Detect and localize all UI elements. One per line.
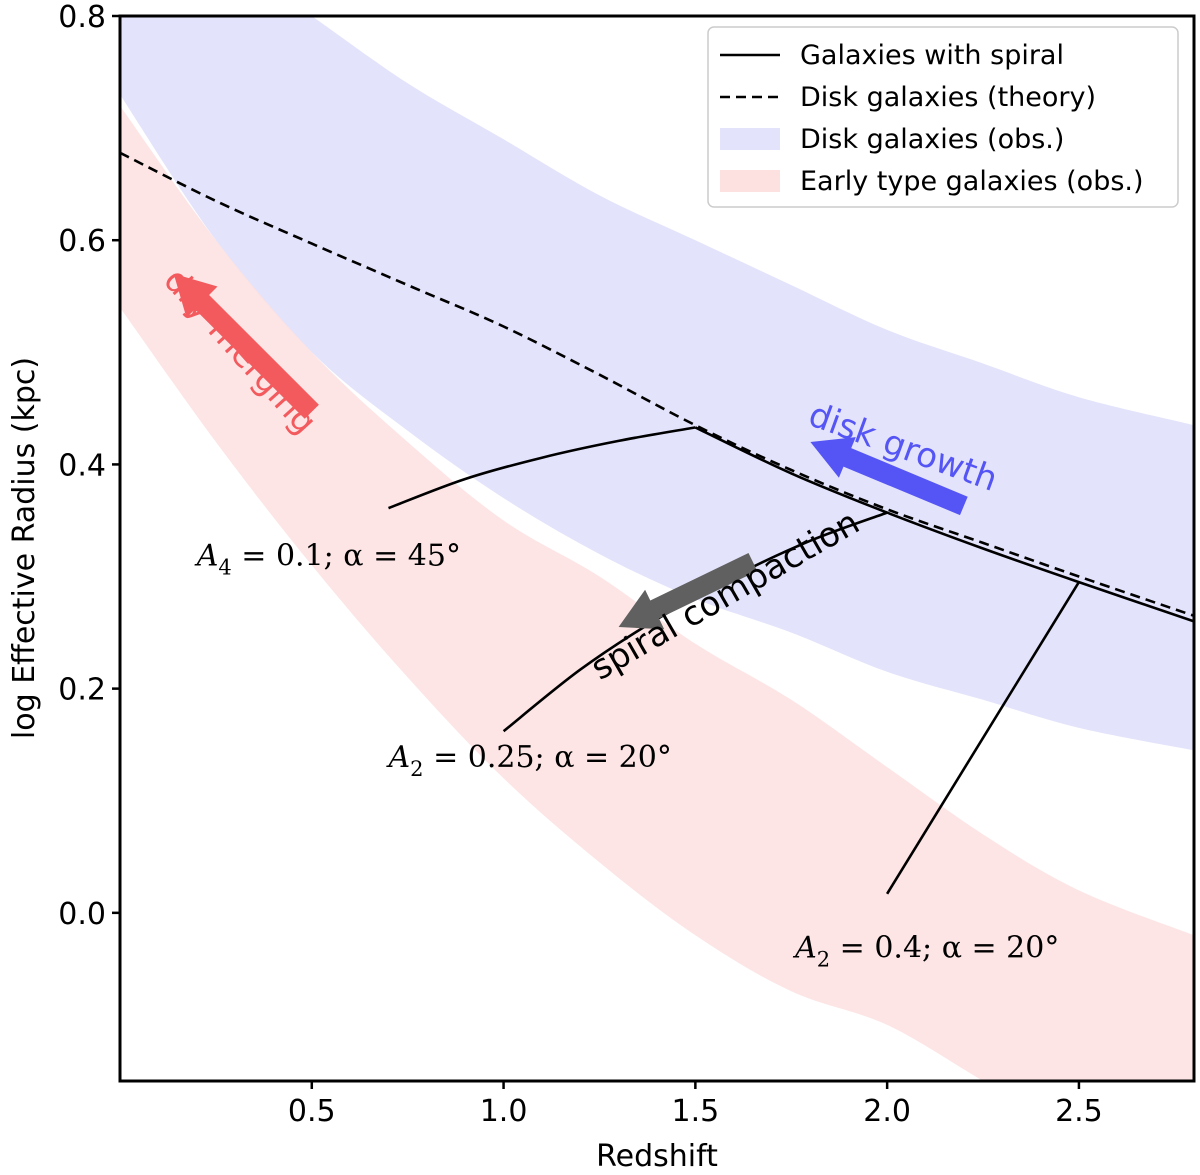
y-tick-label: 0.2 (58, 673, 106, 708)
ticks-layer: 0.5 1.0 1.5 2.0 2.5 0.0 0.2 0.4 0.6 0.8 (58, 0, 1103, 1129)
legend-swatch-band (720, 170, 780, 192)
legend-label: Early type galaxies (obs.) (800, 166, 1144, 197)
y-tick-label: 0.4 (58, 448, 106, 483)
series-line-2 (388, 426, 696, 510)
legend-swatch-band (720, 128, 780, 150)
legend: Galaxies with spiral Disk galaxies (theor… (707, 26, 1179, 208)
x-tick-label: 2.5 (1055, 1094, 1103, 1129)
legend-label: Disk galaxies (theory) (800, 82, 1096, 113)
y-tick-label: 0.0 (58, 897, 106, 932)
band-disk-obs (120, 16, 1194, 751)
y-tick-label: 0.6 (58, 224, 106, 259)
arrow-disk-growth (810, 437, 968, 516)
band-early-type-obs (120, 105, 1194, 1081)
y-axis-label: log Effective Radius (kpc) (7, 357, 42, 739)
plot-frame (118, 14, 1196, 1083)
legend-box (707, 26, 1179, 208)
param-label-1: A2 = 0.25; α = 20° (386, 740, 672, 781)
x-tick-label: 2.0 (863, 1094, 911, 1129)
arrows-layer (173, 273, 968, 630)
y-tick-label: 0.8 (58, 0, 106, 35)
x-tick-label: 0.5 (288, 1094, 336, 1129)
series-line-1 (694, 426, 1194, 623)
param-label-0: A4 = 0.1; α = 45° (194, 538, 461, 579)
x-axis-label: Redshift (596, 1139, 718, 1174)
param-label-2: A2 = 0.4; α = 20° (792, 931, 1059, 972)
x-tick-label: 1.5 (671, 1094, 719, 1129)
legend-label: Galaxies with spiral (800, 40, 1064, 71)
param-labels-layer: A4 = 0.1; α = 45° A2 = 0.25; α = 20° A2 = … (194, 538, 1060, 971)
bands-layer (120, 16, 1194, 1081)
arrow-spiral-compaction (618, 553, 758, 630)
series-line-0 (120, 151, 1194, 618)
series-line-4 (885, 581, 1081, 895)
arrow-dry-merging (173, 273, 319, 419)
legend-label: Disk galaxies (obs.) (800, 124, 1064, 155)
x-tick-label: 1.0 (480, 1094, 528, 1129)
